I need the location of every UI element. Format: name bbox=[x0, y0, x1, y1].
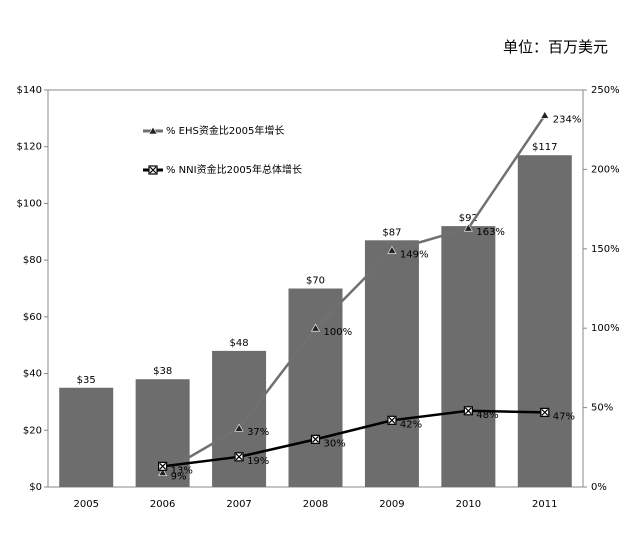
y2-tick-label: 250% bbox=[591, 85, 620, 96]
line-value-label: 149% bbox=[400, 249, 429, 260]
bar-value-label: $117 bbox=[532, 142, 557, 153]
bar bbox=[212, 350, 267, 487]
line-value-label: 47% bbox=[553, 411, 575, 422]
line-value-label: 234% bbox=[553, 114, 582, 125]
bar-value-label: $48 bbox=[230, 338, 249, 349]
marker-shape bbox=[388, 416, 396, 424]
line-value-label: 30% bbox=[324, 438, 346, 449]
series-line bbox=[162, 409, 545, 468]
line-value-label: 9% bbox=[171, 472, 187, 483]
y-tick-label: $20 bbox=[23, 425, 42, 436]
x-tick-label: 2007 bbox=[226, 499, 251, 510]
y2-tick-label: 0% bbox=[591, 482, 607, 493]
line-marker bbox=[158, 468, 168, 477]
marker-shape bbox=[463, 223, 473, 232]
line-marker bbox=[387, 415, 397, 425]
marker-shape bbox=[387, 245, 397, 254]
bar-value-label: $38 bbox=[153, 366, 172, 377]
y-tick-label: $120 bbox=[17, 142, 42, 153]
x-tick-label: 2006 bbox=[150, 499, 175, 510]
y2-tick-label: 150% bbox=[591, 244, 620, 255]
legend-label: % EHS资金比2005年增长 bbox=[166, 124, 284, 137]
line-marker bbox=[387, 245, 397, 254]
y-tick-label: $40 bbox=[23, 369, 42, 380]
bar-value-label: $92 bbox=[459, 213, 478, 224]
x-tick-label: 2009 bbox=[379, 499, 404, 510]
line-marker bbox=[463, 406, 473, 416]
x-tick-label: 2008 bbox=[303, 499, 328, 510]
y-tick-label: $100 bbox=[17, 198, 42, 209]
y2-tick-label: 100% bbox=[591, 323, 620, 334]
marker-shape bbox=[464, 407, 472, 415]
line-marker bbox=[158, 461, 168, 471]
legend-label: % NNI资金比2005年总体增长 bbox=[166, 163, 302, 176]
line-marker bbox=[310, 323, 321, 332]
line-marker bbox=[540, 407, 550, 417]
series-line bbox=[162, 114, 546, 474]
bar-value-label: $70 bbox=[306, 276, 325, 287]
line-marker bbox=[540, 110, 550, 119]
marker-shape bbox=[234, 423, 244, 432]
bar bbox=[364, 240, 419, 487]
bar bbox=[517, 155, 572, 487]
line-value-label: 19% bbox=[247, 456, 269, 467]
line-value-label: 163% bbox=[476, 227, 505, 238]
y-tick-label: $140 bbox=[17, 85, 42, 96]
marker-shape bbox=[149, 166, 157, 174]
y2-tick-label: 200% bbox=[591, 164, 620, 175]
line-marker bbox=[148, 126, 158, 135]
x-tick-label: 2011 bbox=[532, 499, 557, 510]
y-tick-label: $60 bbox=[23, 312, 42, 323]
y-tick-label: $0 bbox=[29, 482, 42, 493]
bar bbox=[59, 387, 114, 487]
marker-shape bbox=[235, 453, 243, 461]
line-value-label: 48% bbox=[476, 410, 498, 421]
bar-value-label: $87 bbox=[382, 227, 401, 238]
line-marker bbox=[310, 434, 321, 444]
y2-tick-label: 50% bbox=[591, 403, 613, 414]
line-marker bbox=[148, 165, 158, 175]
line-value-label: 42% bbox=[400, 419, 422, 430]
line-value-label: 37% bbox=[247, 427, 269, 438]
x-tick-label: 2005 bbox=[73, 499, 98, 510]
unit-label: 单位：百万美元 bbox=[503, 38, 608, 56]
line-marker bbox=[234, 452, 244, 462]
line-value-label: 100% bbox=[324, 327, 353, 338]
marker-shape bbox=[540, 110, 550, 119]
bar-value-label: $35 bbox=[77, 375, 96, 386]
marker-shape bbox=[312, 435, 319, 443]
marker-shape bbox=[541, 408, 549, 416]
line-marker bbox=[463, 223, 473, 232]
marker-shape bbox=[310, 323, 321, 332]
marker-shape bbox=[158, 468, 168, 477]
bar bbox=[288, 288, 343, 487]
bar bbox=[441, 226, 496, 487]
marker-shape bbox=[148, 126, 158, 135]
line-value-label: 13% bbox=[171, 465, 193, 476]
y-tick-label: $80 bbox=[23, 255, 42, 266]
x-tick-label: 2010 bbox=[456, 499, 481, 510]
marker-shape bbox=[159, 462, 167, 470]
line-marker bbox=[234, 423, 244, 432]
